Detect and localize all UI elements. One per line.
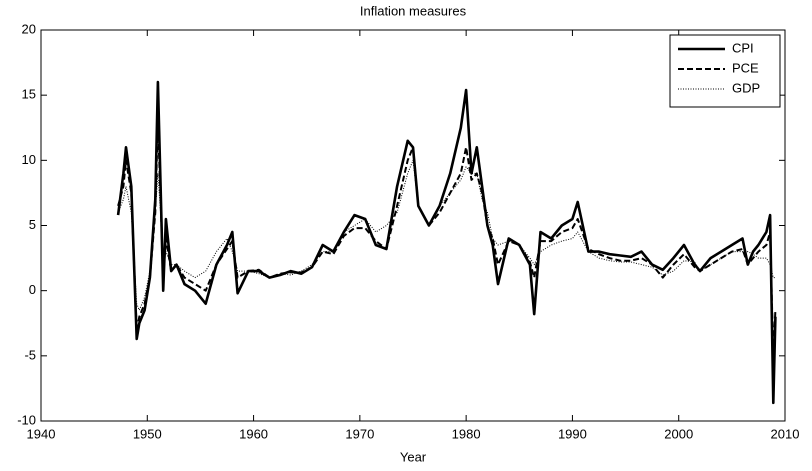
- y-tick-label: 10: [22, 152, 36, 167]
- x-tick-label: 1940: [27, 426, 56, 441]
- x-tick-label: 2010: [771, 426, 800, 441]
- y-tick-label: 0: [29, 282, 36, 297]
- y-tick-label: -5: [24, 347, 36, 362]
- x-tick-label: 1990: [558, 426, 587, 441]
- line-solid: [116, 80, 777, 405]
- x-tick-label: 1950: [133, 426, 162, 441]
- y-tick-label: 5: [29, 217, 36, 232]
- y-tick-label: 20: [22, 21, 36, 36]
- chart-title: Inflation measures: [360, 3, 467, 18]
- legend-box: [669, 34, 781, 108]
- x-tick-label: 2000: [664, 426, 693, 441]
- x-tick-label: 1970: [345, 426, 374, 441]
- x-axis-label: Year: [400, 449, 427, 464]
- x-tick-label: 1960: [239, 426, 268, 441]
- legend-label: CPI: [732, 40, 754, 55]
- legend-label: GDP: [732, 80, 760, 95]
- y-tick-label: 15: [22, 87, 36, 102]
- legend-label: PCE: [732, 60, 759, 75]
- y-tick-label: -10: [17, 412, 36, 427]
- x-tick-label: 1980: [452, 426, 481, 441]
